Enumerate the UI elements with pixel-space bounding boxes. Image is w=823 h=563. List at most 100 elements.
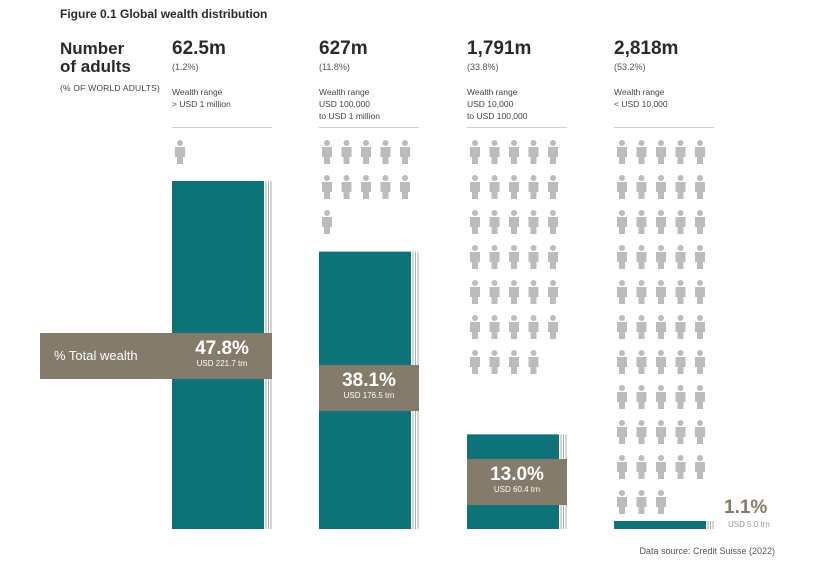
person-icon xyxy=(489,210,500,234)
person-torso xyxy=(656,357,666,367)
person-legs xyxy=(550,297,556,304)
person-legs xyxy=(619,437,625,444)
person-legs xyxy=(638,262,645,269)
person-icon xyxy=(675,455,686,479)
person-legs xyxy=(658,262,664,269)
wealth-range-1: Wealth range USD 100,000 to USD 1 million xyxy=(319,86,380,122)
person-head xyxy=(658,490,664,496)
person-head xyxy=(697,315,703,321)
wealth-amount: USD 221.7 trn xyxy=(196,359,248,368)
person-head xyxy=(491,280,498,286)
person-head xyxy=(619,350,625,356)
person-head xyxy=(530,280,537,286)
person-head xyxy=(677,245,684,251)
person-torso xyxy=(617,252,627,262)
person-torso xyxy=(656,462,666,472)
person-torso xyxy=(361,182,371,192)
person-icon xyxy=(656,385,666,409)
adults-share-0: (1.2%) xyxy=(172,62,199,72)
person-legs xyxy=(638,472,645,479)
person-icon xyxy=(656,210,666,234)
person-legs xyxy=(511,332,517,339)
person-torso xyxy=(675,287,686,297)
wealth-range-3: Wealth range < USD 10,000 xyxy=(614,86,668,110)
person-icon xyxy=(470,350,480,374)
person-head xyxy=(402,175,408,181)
person-head xyxy=(491,350,498,356)
wealth-range-0: Wealth range > USD 1 million xyxy=(172,86,231,110)
person-icon xyxy=(509,245,519,269)
person-legs xyxy=(619,507,625,514)
person-legs xyxy=(677,437,684,444)
person-torso xyxy=(509,252,519,262)
person-icon xyxy=(528,245,539,269)
person-torso xyxy=(636,427,647,437)
person-head xyxy=(697,210,703,216)
person-head xyxy=(619,315,625,321)
person-legs xyxy=(677,227,684,234)
person-head xyxy=(511,245,517,251)
person-legs xyxy=(619,157,625,164)
person-legs xyxy=(472,227,478,234)
person-head xyxy=(677,175,684,181)
person-icon xyxy=(695,455,705,479)
person-head xyxy=(677,315,684,321)
person-icon xyxy=(509,350,519,374)
person-icon xyxy=(695,245,705,269)
person-legs xyxy=(697,472,703,479)
person-head xyxy=(697,175,703,181)
person-head xyxy=(177,140,183,146)
heading-line-2: of adults xyxy=(60,57,131,76)
person-legs xyxy=(677,332,684,339)
person-head xyxy=(530,210,537,216)
person-head xyxy=(343,140,350,146)
person-torso xyxy=(470,357,480,367)
wealth-range-line: Wealth range xyxy=(319,87,370,97)
person-icon xyxy=(656,490,666,514)
person-head xyxy=(677,140,684,146)
person-torso xyxy=(636,497,647,507)
person-icon xyxy=(361,140,371,164)
person-head xyxy=(472,280,478,286)
person-torso xyxy=(470,322,480,332)
person-legs xyxy=(530,227,537,234)
person-torso xyxy=(656,497,666,507)
person-legs xyxy=(343,157,350,164)
person-legs xyxy=(550,227,556,234)
person-torso xyxy=(470,182,480,192)
person-legs xyxy=(511,262,517,269)
person-icon xyxy=(656,455,666,479)
person-head xyxy=(697,385,703,391)
person-icon xyxy=(656,420,666,444)
person-icon xyxy=(617,420,627,444)
person-icon xyxy=(528,140,539,164)
person-icon xyxy=(548,315,558,339)
person-legs xyxy=(324,157,330,164)
person-torso xyxy=(617,147,627,157)
person-icon xyxy=(695,420,705,444)
person-torso xyxy=(380,182,391,192)
person-legs xyxy=(677,297,684,304)
person-head xyxy=(550,210,556,216)
person-torso xyxy=(470,217,480,227)
person-torso xyxy=(470,287,480,297)
person-legs xyxy=(343,192,350,199)
person-torso xyxy=(617,217,627,227)
person-torso xyxy=(656,217,666,227)
person-head xyxy=(472,245,478,251)
person-icon xyxy=(656,245,666,269)
person-head xyxy=(402,140,408,146)
person-legs xyxy=(324,227,330,234)
person-torso xyxy=(470,147,480,157)
person-torso xyxy=(175,147,185,157)
person-icon xyxy=(489,350,500,374)
person-legs xyxy=(697,332,703,339)
person-head xyxy=(638,350,645,356)
person-icon xyxy=(636,490,647,514)
person-head xyxy=(491,175,498,181)
adults-count-2: 1,791m xyxy=(467,38,532,59)
person-head xyxy=(550,175,556,181)
person-torso xyxy=(400,182,410,192)
person-icon xyxy=(489,315,500,339)
person-legs xyxy=(619,297,625,304)
